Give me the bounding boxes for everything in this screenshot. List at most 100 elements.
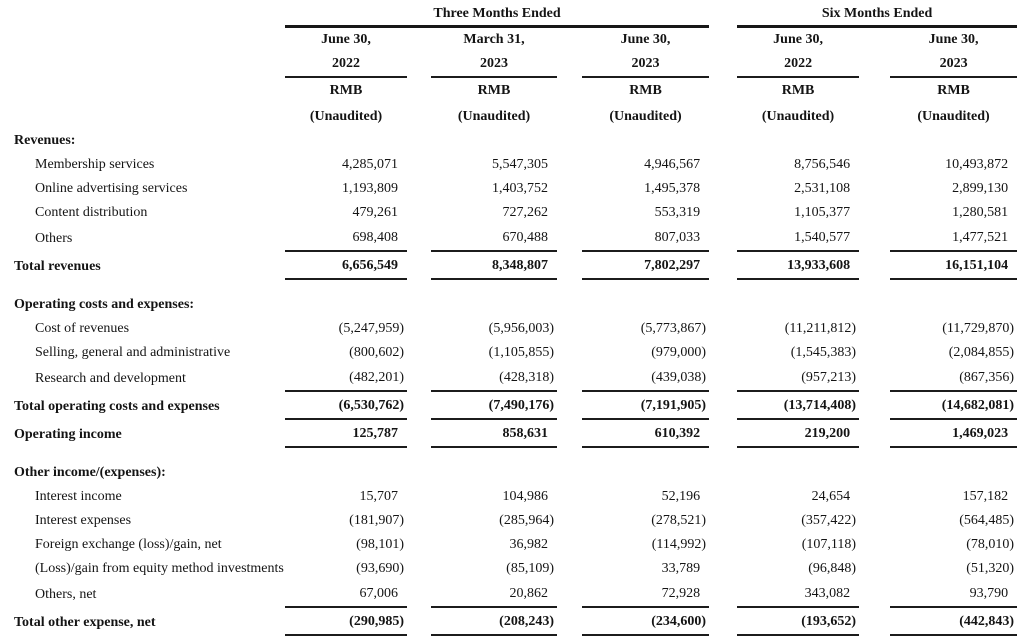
column-gap	[859, 341, 890, 365]
cell-value: 52,196	[661, 489, 701, 504]
table-row: (Loss)/gain from equity method investmen…	[4, 557, 1017, 581]
cell-value: (107,118)	[801, 537, 857, 552]
table-row: Membership services 4,285,071 5,547,305 4,9…	[4, 153, 1017, 177]
col-date-header: June 30,	[928, 32, 979, 47]
column-gap	[557, 607, 582, 635]
row-label: Research and development	[35, 371, 186, 386]
cell-value: (11,211,812)	[784, 321, 857, 336]
column-gap	[557, 419, 582, 447]
spacer-cell	[4, 447, 1017, 461]
column-gap	[557, 317, 582, 341]
col-currency-header: RMB	[781, 83, 815, 98]
column-gap	[407, 391, 431, 419]
table-row: Foreign exchange (loss)/gain, net (98,101…	[4, 533, 1017, 557]
col-currency-header: RMB	[629, 83, 662, 98]
cell-value: (278,521)	[651, 513, 707, 528]
col-date-header: March 31,	[463, 32, 525, 47]
cell-value: (14,682,081)	[890, 391, 1018, 420]
cell-value: 1,403,752	[492, 181, 548, 196]
column-gap	[859, 317, 890, 341]
cell-value: (1,545,383)	[790, 345, 857, 360]
table-header: Three Months Ended Six Months Ended June 3…	[4, 2, 1018, 129]
col-date-header: June 30,	[620, 32, 671, 47]
table-row: Interest expenses (181,907) (285,964) (278,…	[4, 509, 1017, 533]
financial-statements-table: Three Months Ended Six Months Ended June 3…	[4, 2, 1018, 636]
total-row: Operating income 125,787 858,631 610,392 219…	[4, 419, 1018, 448]
col-currency-header: RMB	[329, 83, 363, 98]
total-row: Total revenues 6,656,549 8,348,807 7,802,29…	[4, 251, 1018, 280]
section-header-row: Other income/(expenses):	[4, 461, 1017, 485]
row-label: Interest expenses	[35, 513, 132, 528]
column-gap	[859, 103, 890, 129]
cell-value: (98,101)	[356, 537, 404, 552]
column-gap	[407, 341, 431, 365]
column-gap	[709, 509, 737, 533]
table-body: Revenues: Membership services 4,285,071 5,5…	[4, 129, 1018, 636]
cell-value: (114,992)	[651, 537, 707, 552]
cell-value: 13,933,608	[737, 251, 860, 280]
cell-value: (234,600)	[582, 607, 710, 636]
cell-value: 1,477,521	[890, 225, 1018, 252]
header-row: (Unaudited) (Unaudited) (Unaudited) (Unaudi…	[4, 103, 1017, 129]
column-gap	[859, 201, 890, 225]
header-row-groups: Three Months Ended Six Months Ended	[4, 2, 1018, 28]
col-year-header: 2023	[431, 52, 557, 78]
column-gap	[709, 177, 737, 201]
cell-value: (93,690)	[356, 561, 404, 576]
cell-value: 553,319	[654, 205, 701, 220]
col-unaudited-header: (Unaudited)	[761, 109, 835, 124]
column-gap	[859, 485, 890, 509]
table-row: Research and development (482,201) (428,31…	[4, 365, 1018, 392]
cell-value: 125,787	[285, 419, 407, 448]
column-gap	[557, 365, 582, 391]
column-gap	[709, 2, 737, 26]
table-row: Selling, general and administrative (800,…	[4, 341, 1017, 365]
cell-value: 5,547,305	[492, 157, 548, 172]
total-row-label: Total revenues	[14, 259, 101, 274]
spacer-cell	[4, 279, 1017, 293]
column-gap	[557, 341, 582, 365]
cell-value: (5,956,003)	[488, 321, 554, 336]
column-gap	[709, 581, 737, 607]
cell-value: (7,191,905)	[582, 391, 710, 420]
col-year-header: 2023	[890, 52, 1018, 78]
row-label: Others, net	[35, 587, 97, 602]
column-gap	[557, 77, 582, 103]
cell-value: 343,082	[737, 581, 860, 608]
column-gap	[407, 317, 431, 341]
cell-value: 4,946,567	[644, 157, 701, 172]
column-gap	[709, 557, 737, 581]
section-header-label: Other income/(expenses):	[14, 465, 166, 480]
column-gap	[709, 317, 737, 341]
cell-value: 1,193,809	[342, 181, 398, 196]
cell-value: (208,243)	[431, 607, 557, 636]
column-gap	[859, 225, 890, 251]
header-row: 2022 2023 2023 2022 2023	[4, 52, 1018, 78]
cell-value: 33,789	[661, 561, 701, 576]
cell-value: 670,488	[431, 225, 557, 252]
section-header-label: Revenues:	[14, 133, 76, 148]
col-unaudited-header: (Unaudited)	[309, 109, 383, 124]
cell-value: 807,033	[582, 225, 710, 252]
total-row-label: Total other expense, net	[14, 615, 156, 630]
column-gap	[557, 225, 582, 251]
column-gap	[709, 607, 737, 635]
column-gap	[709, 153, 737, 177]
header-spacer	[4, 26, 285, 52]
section-header-row: Revenues:	[4, 129, 1017, 153]
column-gap	[407, 533, 431, 557]
cell-value: (357,422)	[801, 513, 857, 528]
cell-value: (13,714,408)	[737, 391, 860, 420]
table-row: Online advertising services 1,193,809 1,40…	[4, 177, 1017, 201]
col-unaudited-header: (Unaudited)	[457, 109, 531, 124]
column-gap	[557, 581, 582, 607]
cell-value: 1,495,378	[644, 181, 701, 196]
column-gap	[407, 153, 431, 177]
cell-value: 15,707	[359, 489, 399, 504]
column-gap	[407, 509, 431, 533]
column-gap	[859, 419, 890, 447]
cell-value: (867,356)	[890, 365, 1018, 392]
col-year-header: 2023	[582, 52, 710, 78]
column-gap	[709, 103, 737, 129]
